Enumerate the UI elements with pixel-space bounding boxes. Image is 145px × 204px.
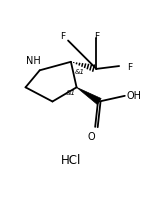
Text: NH: NH bbox=[26, 55, 41, 65]
Text: &1: &1 bbox=[65, 90, 75, 96]
Polygon shape bbox=[77, 88, 101, 105]
Text: &1: &1 bbox=[74, 69, 84, 75]
Text: OH: OH bbox=[127, 91, 142, 101]
Text: HCl: HCl bbox=[61, 153, 81, 166]
Text: F: F bbox=[95, 32, 100, 41]
Text: F: F bbox=[127, 63, 132, 72]
Text: F: F bbox=[60, 32, 65, 41]
Text: O: O bbox=[88, 131, 95, 141]
